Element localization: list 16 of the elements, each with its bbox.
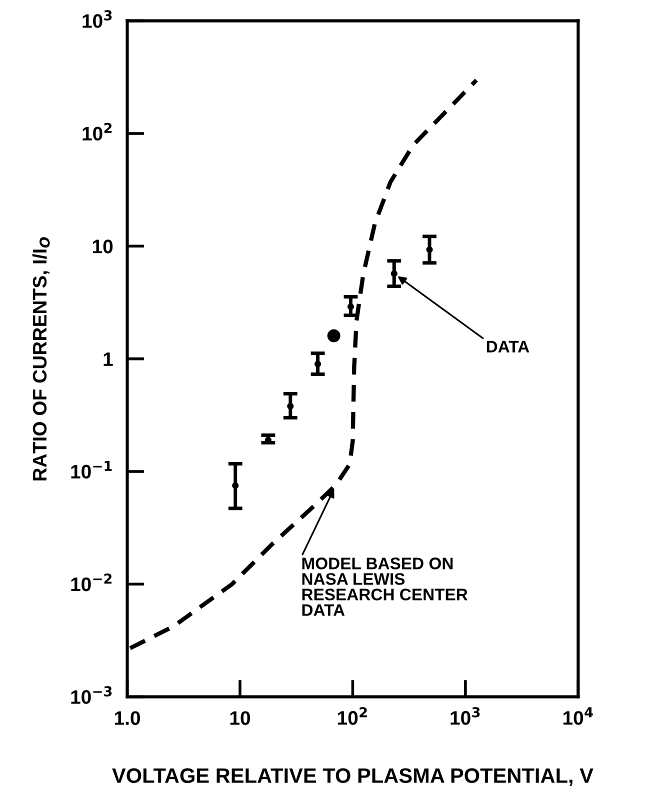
x-tick-label: 10$^{4}$ [563,707,593,725]
y-tick-label: 10$^{−2}$ [71,573,112,592]
y-tick-label: 10$^{3}$ [82,10,112,28]
y-axis-title: RATIO OF CURRENTS, I/I$_{O}$ [32,237,50,480]
annotation: MODEL BASED ON NASA LEWIS RESEARCH CENTER DATA [302,558,468,616]
x-axis-title: VOLTAGE RELATIVE TO PLASMA POTENTIAL, V [112,768,594,786]
y-tick-label: 1 [104,352,113,366]
y-tick-label: 10 [92,240,113,254]
x-tick-label: 10$^{3}$ [450,707,480,725]
x-tick-label: 10$^{2}$ [338,707,367,725]
annotation: DATA [486,340,530,352]
y-tick-label: 10$^{−3}$ [71,686,112,704]
y-tick-label: 10$^{−1}$ [71,461,112,479]
x-tick-label: 1.0 [114,711,140,725]
y-tick-label: 10$^{2}$ [82,122,112,141]
x-tick-label: 10 [230,711,250,725]
